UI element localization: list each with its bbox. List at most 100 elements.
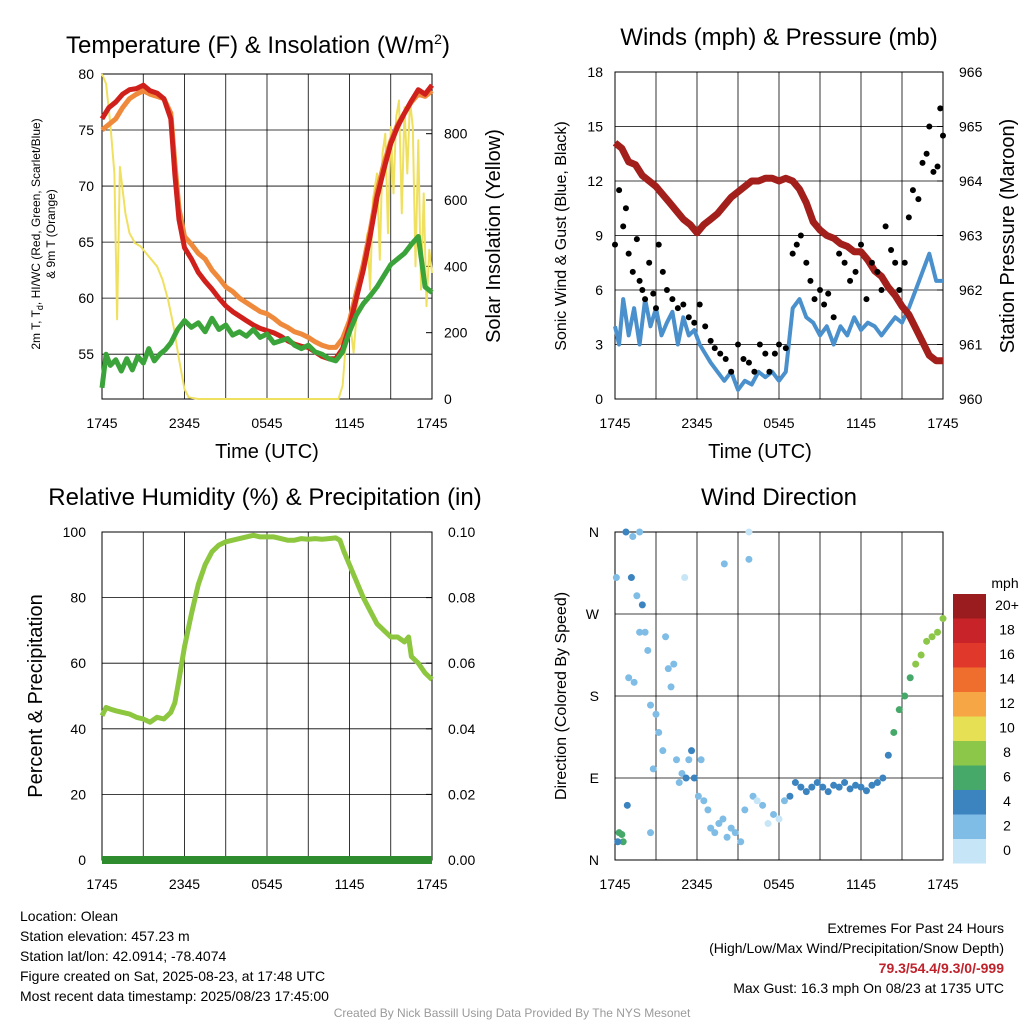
direction-point <box>685 756 693 764</box>
colorbar-tick-label: 18 <box>999 622 1015 638</box>
gust-point <box>793 241 800 248</box>
y2-tick-label: 960 <box>959 391 983 407</box>
direction-point <box>745 555 753 563</box>
gust-point <box>896 287 903 293</box>
credit-line: Created By Nick Bassill Using Data Provi… <box>333 1006 691 1020</box>
y2-tick-label: 966 <box>959 64 983 80</box>
direction-point <box>775 815 783 823</box>
direction-point <box>700 797 708 805</box>
direction-point <box>741 806 749 814</box>
gust-point <box>852 268 859 275</box>
gust-point <box>782 345 789 352</box>
gust-point <box>888 247 895 254</box>
y2-tick-label: 0.10 <box>448 524 475 540</box>
y-tick-label: 20 <box>70 786 86 802</box>
direction-point <box>884 751 892 759</box>
y-tick-label: E <box>590 770 599 786</box>
y2-tick-label: 963 <box>959 228 983 244</box>
gust-point <box>702 323 709 330</box>
x-tick-label: 2345 <box>681 876 712 892</box>
direction-point <box>791 779 799 787</box>
colorbar-tick-label: 8 <box>1003 744 1011 760</box>
x-tick-label: 0545 <box>251 876 282 892</box>
y-tick-label: 55 <box>78 346 94 362</box>
x-axis-label: Time (UTC) <box>215 441 319 463</box>
gust-point <box>722 356 729 363</box>
gust-point <box>612 241 618 248</box>
gust-point <box>915 196 922 203</box>
direction-point <box>906 674 914 682</box>
y-tick-label: 15 <box>587 119 603 135</box>
gust-point <box>817 287 823 293</box>
gust-point <box>674 305 681 312</box>
gust-point <box>803 259 810 266</box>
direction-point <box>636 528 644 536</box>
extremes-title: Extremes For Past 24 Hours <box>827 920 1004 936</box>
gust-point <box>934 163 941 170</box>
colorbar-swatch <box>953 839 986 864</box>
gust-point <box>878 287 885 293</box>
direction-point <box>770 810 778 818</box>
chart-title: Winds (mph) & Pressure (mb) <box>620 24 937 51</box>
gust-point <box>751 368 758 375</box>
gust-point <box>766 368 773 375</box>
station-elevation: Station elevation: 457.23 m <box>20 928 190 944</box>
direction-point <box>647 701 655 709</box>
direction-point <box>614 838 622 846</box>
direction-point <box>749 792 757 800</box>
gust-point <box>909 187 916 194</box>
y2-tick-label: 600 <box>444 192 468 208</box>
extremes-values: 79.3/54.4/9.3/0/-999 <box>878 960 1004 976</box>
y-tick-label: S <box>590 688 599 704</box>
direction-point <box>923 637 931 645</box>
x-tick-label: 2345 <box>169 876 200 892</box>
y-tick-label: N <box>589 524 599 540</box>
y-tick-label: 80 <box>70 590 86 606</box>
y2-tick-label: 965 <box>959 119 983 135</box>
y-tick-label: 80 <box>78 66 94 82</box>
y2-tick-label: 0 <box>444 391 452 407</box>
direction-point <box>623 801 631 809</box>
gust-point <box>830 314 837 321</box>
colorbar-swatch <box>953 765 986 790</box>
y-tick-label: 75 <box>78 122 94 138</box>
direction-point <box>649 765 657 773</box>
y2-tick-label: 0.00 <box>448 852 475 868</box>
x-tick-label: 1745 <box>927 876 958 892</box>
chart-title: Temperature (F) & Insolation (W/m2) <box>66 31 450 59</box>
direction-point <box>890 728 898 736</box>
y-tick-label: 60 <box>78 290 94 306</box>
direction-point <box>835 783 843 791</box>
direction-point <box>627 574 635 582</box>
gust-point <box>940 132 946 139</box>
gust-point <box>629 268 636 275</box>
gust-point <box>740 356 747 363</box>
direction-point <box>638 601 646 609</box>
gust-point <box>901 259 908 266</box>
gust-point <box>735 341 741 348</box>
y-axis-label: Direction (Colored By Speed) <box>553 592 570 800</box>
direction-point <box>901 692 909 700</box>
direction-point <box>912 660 920 668</box>
direction-point <box>636 628 644 636</box>
gust-point <box>858 241 864 248</box>
direction-point <box>707 824 715 832</box>
gust-point <box>811 296 818 303</box>
y2-tick-label: 964 <box>959 173 983 189</box>
gust-point <box>841 259 848 266</box>
gust-point <box>825 290 832 297</box>
gust-point <box>847 277 854 284</box>
x-tick-label: 0545 <box>763 415 794 431</box>
x-tick-label: 1745 <box>599 415 630 431</box>
direction-point <box>618 830 626 838</box>
gust-point <box>707 337 714 344</box>
gust-point <box>919 159 926 166</box>
y-tick-label: N <box>589 852 599 868</box>
colorbar-swatch <box>953 594 986 619</box>
temperature-series-3 <box>99 234 434 389</box>
direction-point <box>688 747 696 755</box>
gust-point <box>762 350 769 357</box>
direction-point <box>939 615 947 623</box>
direction-point <box>619 838 627 846</box>
direction-point <box>846 785 854 793</box>
